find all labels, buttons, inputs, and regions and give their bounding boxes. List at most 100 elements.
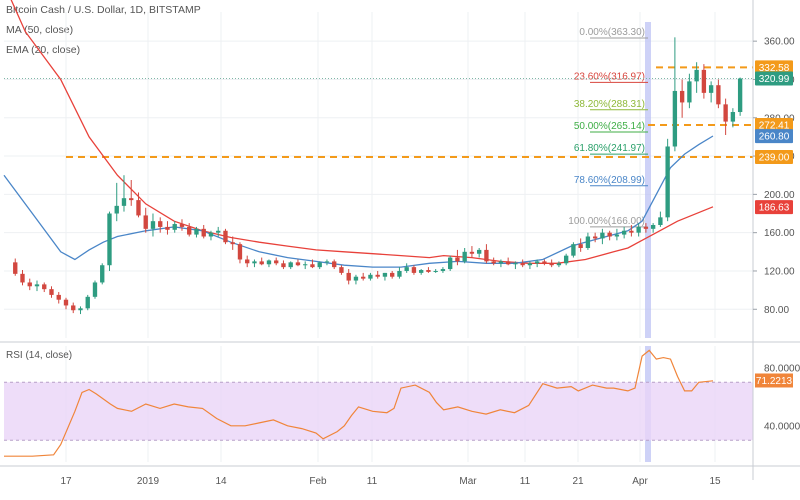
axes: 80.00120.00160.00200.00240.00280.00320.0… xyxy=(0,0,800,487)
candle-body xyxy=(455,257,460,262)
y-tick-label: 360.00 xyxy=(764,37,795,48)
fib-level-label: 0.00%(363.30) xyxy=(579,27,645,38)
candle-body xyxy=(665,146,670,218)
candle-body xyxy=(520,263,525,266)
candle-body xyxy=(716,85,721,105)
candle-body xyxy=(324,261,330,263)
y-tick-label: 200.00 xyxy=(764,190,795,201)
x-tick-label: Apr xyxy=(632,476,648,487)
x-tick-label: 14 xyxy=(215,476,227,487)
candle-body xyxy=(317,262,322,268)
price-label: 332.58 xyxy=(759,63,790,74)
candle-body xyxy=(614,234,620,237)
candle-body xyxy=(375,274,380,277)
candle-body xyxy=(361,276,366,279)
price-label-box xyxy=(755,60,793,75)
candle-body xyxy=(107,213,112,266)
candle-body xyxy=(440,269,446,271)
candle-body xyxy=(390,272,395,277)
candle-body xyxy=(571,244,576,256)
x-tick-label: 11 xyxy=(367,476,378,487)
candle-body xyxy=(382,272,388,277)
candle-body xyxy=(42,284,47,290)
candle-body xyxy=(121,198,127,206)
candle-body xyxy=(266,260,272,265)
candle-body xyxy=(230,242,235,245)
candle-body xyxy=(708,85,714,93)
candle-body xyxy=(63,299,69,306)
candle-body xyxy=(85,296,90,309)
candle-body xyxy=(737,78,743,113)
candle-body xyxy=(288,262,293,268)
fib-level-label: 61.80%(241.97) xyxy=(574,143,645,154)
price-label: 186.63 xyxy=(759,203,790,214)
fib-level-label: 100.00%(166.00) xyxy=(568,216,645,227)
candle-body xyxy=(469,251,475,254)
price-label: 320.99 xyxy=(759,74,790,85)
candle-body xyxy=(419,270,424,273)
candle-body xyxy=(563,255,569,264)
candle-body xyxy=(505,261,511,265)
candle-body xyxy=(578,244,583,248)
candle-body xyxy=(223,230,228,243)
date-highlight xyxy=(645,22,651,338)
candle-body xyxy=(78,308,83,311)
price-label-box xyxy=(755,129,793,144)
price-label: 239.00 xyxy=(759,153,790,164)
x-tick-label: 21 xyxy=(572,476,584,487)
candle-body xyxy=(701,69,707,93)
candle-body xyxy=(20,273,25,283)
candle-body xyxy=(650,225,656,229)
y-tick-label: 120.00 xyxy=(764,266,795,277)
candle-body xyxy=(534,261,540,264)
candles xyxy=(13,37,743,315)
fibonacci-levels: 0.00%(363.30) 23.60%(316.97) 38.20%(288.31… xyxy=(568,27,648,228)
candle-body xyxy=(150,221,156,229)
candle-body xyxy=(513,263,518,265)
candle-body xyxy=(179,224,185,227)
candle-body xyxy=(194,228,199,235)
candle-body xyxy=(34,284,40,287)
candle-body xyxy=(433,270,438,272)
x-tick-label: 17 xyxy=(60,476,72,487)
candle-body xyxy=(165,226,170,230)
candle-body xyxy=(295,262,301,266)
ema20-line xyxy=(3,135,714,268)
candle-body xyxy=(426,270,431,272)
chart-symbol-title: Bitcoin Cash / U.S. Dollar, 1D, BITSTAMP xyxy=(6,4,201,16)
candle-body xyxy=(687,81,692,103)
candle-body xyxy=(404,267,409,271)
y-tick-label: 80.00 xyxy=(764,305,789,316)
fib-level-label: 50.00%(265.14) xyxy=(574,121,645,132)
price-label-box xyxy=(755,118,793,133)
rsi-band xyxy=(4,382,753,441)
candle-body xyxy=(411,267,417,273)
candle-body xyxy=(303,264,308,266)
candle-body xyxy=(259,261,264,265)
candle-body xyxy=(114,205,119,214)
price-label-box xyxy=(755,71,793,86)
candle-body xyxy=(339,267,344,273)
candle-body xyxy=(143,215,148,229)
candle-body xyxy=(332,261,337,268)
candle-body xyxy=(274,260,279,264)
y-tick-label: 160.00 xyxy=(764,228,795,239)
candle-body xyxy=(281,263,286,268)
horizontal-levels xyxy=(4,66,753,159)
candle-body xyxy=(49,289,54,295)
price-label-box xyxy=(755,150,793,165)
candle-body xyxy=(484,249,489,262)
candle-body xyxy=(723,104,728,122)
price-label: 272.41 xyxy=(759,121,790,132)
x-tick-label: Feb xyxy=(309,476,327,487)
candle-body xyxy=(208,232,214,237)
candle-body xyxy=(629,230,634,233)
candle-body xyxy=(56,294,61,300)
candle-body xyxy=(556,263,562,266)
rsi-line xyxy=(4,349,714,457)
candle-body xyxy=(172,224,177,230)
x-tick-label: 11 xyxy=(520,476,531,487)
fib-level-label: 78.60%(208.99) xyxy=(574,175,645,186)
candle-body xyxy=(585,236,591,248)
